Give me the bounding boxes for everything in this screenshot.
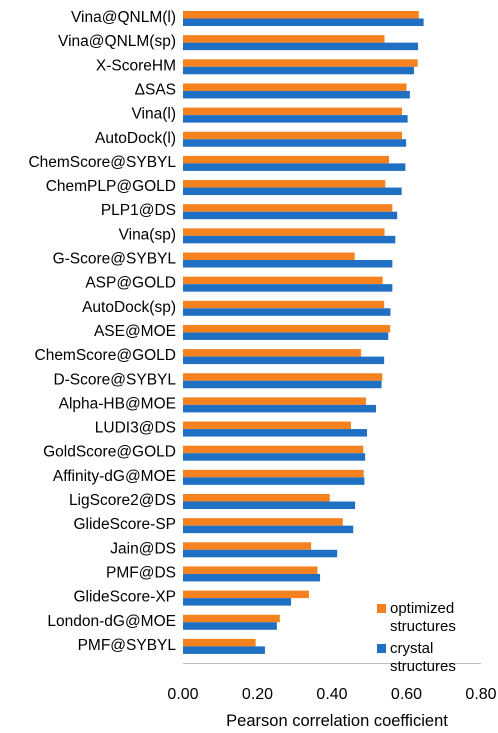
category-label: PMF@DS bbox=[106, 564, 176, 581]
bar-crystal bbox=[183, 90, 410, 99]
legend-swatch-optimized bbox=[377, 604, 386, 613]
bar-optimized bbox=[183, 445, 364, 454]
bar-optimized bbox=[183, 180, 386, 188]
category-label: Affinity-dG@MOE bbox=[53, 468, 176, 485]
bar-crystal bbox=[183, 115, 408, 123]
bar-crystal bbox=[183, 356, 385, 365]
category-label: ChemScore@SYBYL bbox=[28, 154, 176, 171]
category-label: LigScore2@DS bbox=[69, 492, 176, 509]
legend-label-line1: optimized bbox=[390, 600, 454, 617]
bar-optimized bbox=[183, 155, 389, 164]
bar-crystal bbox=[183, 139, 407, 147]
x-tick-label: 0.80 bbox=[465, 686, 496, 703]
bar-crystal bbox=[183, 573, 321, 582]
bar-optimized bbox=[183, 469, 364, 478]
bar-crystal bbox=[183, 260, 393, 268]
bar-optimized bbox=[183, 59, 418, 67]
x-tick-label: 0.40 bbox=[316, 686, 347, 703]
category-label: ASP@GOLD bbox=[85, 275, 176, 292]
bar-crystal bbox=[183, 622, 277, 630]
legend-label-line2: structures bbox=[390, 658, 456, 675]
category-label: Vina@QNLM(sp) bbox=[58, 33, 176, 50]
category-label: GlideScore-XP bbox=[73, 589, 176, 606]
legend-swatch-crystal bbox=[377, 644, 386, 653]
x-tick-label: 0.60 bbox=[391, 686, 422, 703]
bar-optimized bbox=[183, 276, 383, 285]
bar-optimized bbox=[183, 638, 256, 647]
bar-crystal bbox=[183, 187, 402, 196]
bar-crystal bbox=[183, 646, 265, 654]
bar-optimized bbox=[183, 300, 385, 309]
x-tick-label: 0.20 bbox=[242, 686, 273, 703]
bar-optimized bbox=[183, 494, 330, 502]
bar-optimized bbox=[183, 324, 391, 333]
bar-optimized bbox=[183, 542, 312, 550]
bar-optimized bbox=[183, 349, 362, 357]
bar-optimized bbox=[183, 252, 355, 260]
bar-crystal bbox=[183, 549, 338, 558]
bar-crystal bbox=[183, 66, 414, 75]
category-label: GlideScore-SP bbox=[73, 516, 176, 533]
bar-crystal bbox=[183, 163, 406, 171]
bar-crystal bbox=[183, 598, 292, 606]
bar-crystal bbox=[183, 429, 368, 437]
bar-crystal bbox=[183, 404, 376, 413]
category-label: X-ScoreHM bbox=[96, 57, 176, 74]
x-tick-label: 0.00 bbox=[167, 686, 198, 703]
bar-crystal bbox=[183, 308, 391, 316]
category-label: Jain@DS bbox=[110, 540, 176, 557]
category-label: PMF@SYBYL bbox=[78, 637, 177, 654]
bar-crystal bbox=[183, 211, 398, 220]
bar-crystal bbox=[183, 18, 424, 26]
bar-optimized bbox=[183, 518, 343, 526]
bar-crystal bbox=[183, 42, 419, 51]
bar-crystal bbox=[183, 284, 393, 292]
bar-optimized bbox=[183, 590, 309, 599]
bar-optimized bbox=[183, 35, 385, 43]
category-label: Alpha-HB@MOE bbox=[59, 395, 176, 412]
category-label: LUDI3@DS bbox=[95, 420, 176, 437]
legend-label-line1: crystal bbox=[390, 640, 433, 657]
category-label: D-Score@SYBYL bbox=[53, 371, 176, 388]
category-label: GoldScore@GOLD bbox=[43, 444, 176, 461]
bar-crystal bbox=[183, 453, 366, 461]
bar-crystal bbox=[183, 332, 389, 340]
category-label: London-dG@MOE bbox=[47, 613, 176, 630]
bar-optimized bbox=[183, 83, 407, 91]
bar-optimized bbox=[183, 397, 366, 405]
category-label: AutoDock(l) bbox=[95, 130, 176, 147]
category-label: Vina@QNLM(l) bbox=[71, 9, 176, 26]
bar-optimized bbox=[183, 131, 403, 140]
bar-optimized bbox=[183, 421, 351, 430]
category-label: ChemPLP@GOLD bbox=[46, 178, 176, 195]
bar-optimized bbox=[183, 228, 385, 236]
category-label: PLP1@DS bbox=[101, 202, 176, 219]
category-label: Vina(l) bbox=[131, 106, 176, 123]
bar-optimized bbox=[183, 11, 419, 19]
x-axis-title: Pearson correlation coefficient bbox=[226, 712, 448, 730]
bar-crystal bbox=[183, 501, 356, 509]
bar-optimized bbox=[183, 566, 318, 574]
bar-crystal bbox=[183, 525, 354, 534]
category-label: ChemScore@GOLD bbox=[35, 347, 177, 364]
category-label: AutoDock(sp) bbox=[82, 299, 176, 316]
legend-label-line2: structures bbox=[390, 618, 456, 635]
category-label: ΔSAS bbox=[135, 81, 176, 98]
x-axis-ticks: 0.00 0.20 0.40 0.60 0.80 bbox=[167, 686, 496, 703]
bar-optimized bbox=[183, 107, 403, 116]
category-label: ASE@MOE bbox=[94, 323, 176, 340]
bar-crystal bbox=[183, 477, 365, 485]
bar-optimized bbox=[183, 204, 393, 212]
category-label: Vina(sp) bbox=[119, 226, 176, 243]
bar-crystal bbox=[183, 235, 396, 244]
category-labels: Vina@QNLM(l) Vina@QNLM(sp) X-ScoreHM ΔSAS Vi… bbox=[28, 9, 176, 654]
bar-optimized bbox=[183, 373, 383, 381]
bar-optimized bbox=[183, 614, 280, 623]
bars bbox=[183, 11, 424, 654]
category-label: G-Score@SYBYL bbox=[53, 251, 177, 268]
bar-crystal bbox=[183, 380, 382, 389]
